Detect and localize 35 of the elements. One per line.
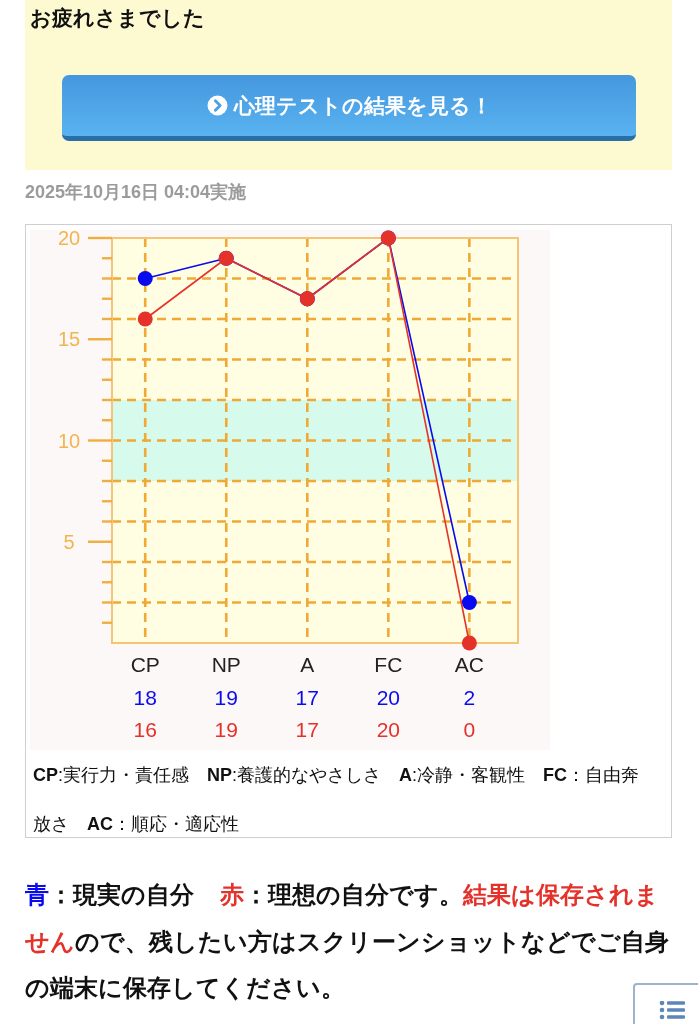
text: せん [25,928,75,955]
text: 2025年10月16日 04:04実施 [25,182,247,202]
data-label: 19 [214,718,238,741]
x-tick-label: FC [374,652,403,676]
y-tick-label: 10 [57,429,81,452]
data-label: 18 [133,685,157,709]
data-label: 0 [463,718,476,741]
x-tick-label: A [300,652,315,676]
point [137,311,153,327]
data-label: 17 [295,685,319,709]
text: の端末に保存してください。 [25,975,345,1001]
text: お疲れさまでした [30,6,205,29]
text: CP:実行力・責任感 NP:養護的なやさしさ A:冷静・客観性 FC：自由奔放さ AC：順応・適応性 [33,765,640,834]
text: 心理テストの結果を見る！ [233,93,492,117]
data-label: 17 [295,718,319,741]
point [461,595,477,610]
data-label: 19 [214,685,238,709]
data-label: 16 [133,718,157,741]
y-tick-label: 15 [57,328,81,351]
text: ので、残したい方はスクリーンショットなどでご自身 [75,928,669,955]
text: ：理想の自分です。 [243,882,463,908]
x-tick-label: NP [211,652,241,676]
text: 青 [25,882,49,908]
point [137,271,153,286]
x-tick-label: AC [454,652,484,676]
data-label: 20 [376,718,401,741]
text: ：現実の自分 [49,882,194,908]
text: 赤 [219,882,244,908]
y-tick-label: 5 [63,530,75,553]
point [461,635,477,651]
data-label: 20 [376,685,401,709]
text: 結果は保存されま [462,882,659,908]
data-label: 2 [463,685,476,709]
x-tick-label: CP [130,652,160,676]
y-tick-label: 20 [57,227,81,249]
